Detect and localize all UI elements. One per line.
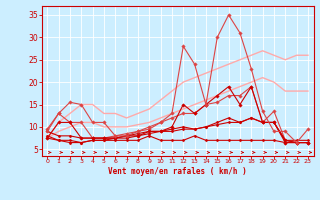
X-axis label: Vent moyen/en rafales ( km/h ): Vent moyen/en rafales ( km/h ) xyxy=(108,167,247,176)
